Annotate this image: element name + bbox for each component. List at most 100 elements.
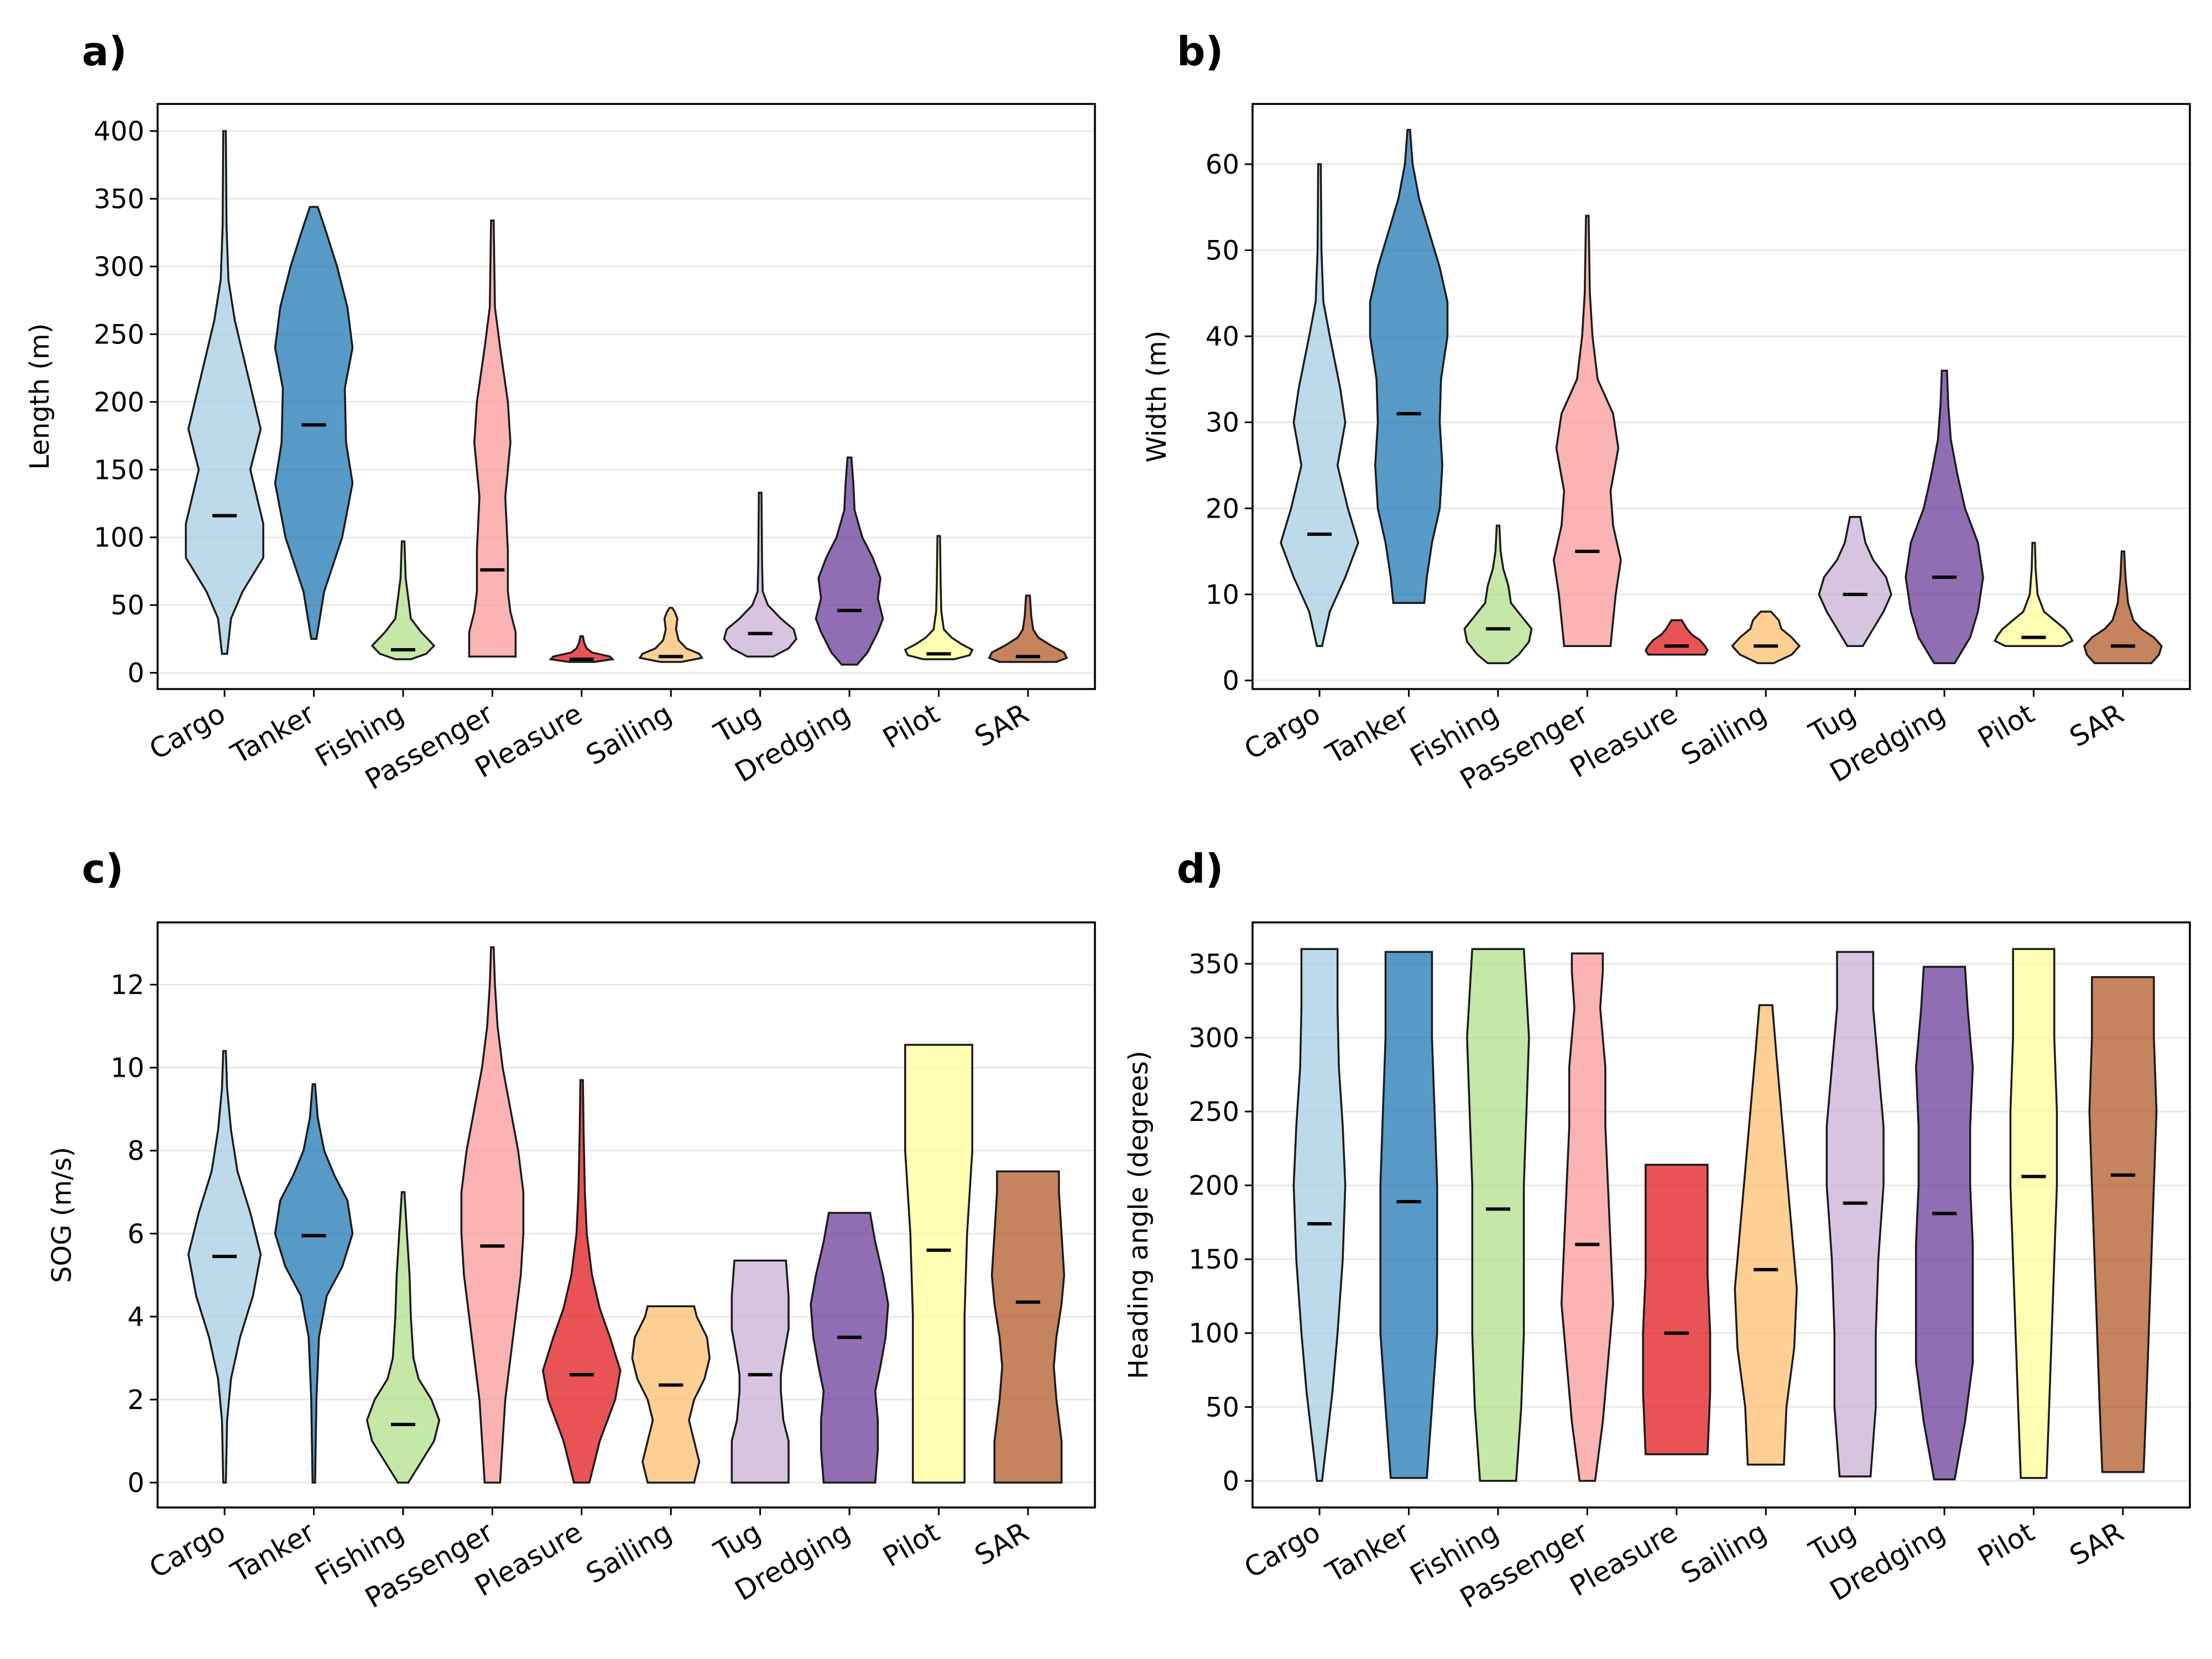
y-tick-label: 100 xyxy=(93,523,144,554)
violin-passenger xyxy=(460,946,525,1484)
violin-dredging xyxy=(1905,369,1984,665)
violin-sar xyxy=(988,594,1068,663)
y-tick-label: 250 xyxy=(93,319,144,350)
violin-tanker xyxy=(274,206,354,640)
category-label: SAR xyxy=(2064,697,2129,753)
category-label: Tug xyxy=(708,1516,766,1568)
violin-sar xyxy=(2083,550,2163,665)
violin-sar xyxy=(990,1170,1066,1484)
axes-frame xyxy=(1251,921,2191,1509)
panel-d: 050100150200250300350CargoTankerFishingP… xyxy=(1123,846,2191,1614)
violin-cargo xyxy=(1280,163,1359,647)
category-label: Sailing xyxy=(581,697,677,771)
y-axis-title: SOG (m/s) xyxy=(46,1147,77,1283)
category-label: Pilot xyxy=(878,697,945,755)
y-tick-label: 50 xyxy=(111,590,144,621)
y-tick-label: 0 xyxy=(127,658,144,689)
y-tick-label: 150 xyxy=(93,455,144,486)
violin-tug xyxy=(1818,516,1892,647)
panel-b: 0102030405060CargoTankerFishingPassenger… xyxy=(1141,28,2191,796)
violin-cargo xyxy=(187,1050,262,1484)
violin-fishing xyxy=(1466,948,1530,1482)
category-label: Tug xyxy=(708,697,766,749)
y-tick-label: 200 xyxy=(1188,1171,1239,1202)
category-label: Tug xyxy=(1803,1516,1861,1568)
panel-label: b) xyxy=(1177,28,1223,75)
y-tick-label: 50 xyxy=(1206,1392,1239,1423)
violin-pleasure xyxy=(1642,1164,1712,1455)
y-axis-title: Heading angle (degrees) xyxy=(1123,1051,1154,1379)
violin-dredging xyxy=(1914,966,1974,1480)
violin-fishing xyxy=(366,1191,441,1484)
violin-sailing xyxy=(638,607,704,663)
category-label: SAR xyxy=(969,1516,1034,1572)
y-tick-label: 350 xyxy=(1188,949,1239,980)
violin-pleasure xyxy=(1644,619,1709,656)
axes-frame xyxy=(156,103,1096,690)
category-label: Tanker xyxy=(1320,697,1415,770)
violin-sar xyxy=(2088,976,2158,1473)
panel-label: a) xyxy=(82,28,127,75)
violin-tanker xyxy=(1369,128,1449,604)
violin-sailing xyxy=(1734,1004,1798,1466)
category-label: Cargo xyxy=(144,697,231,766)
category-label: Pilot xyxy=(1973,1516,2040,1573)
y-tick-label: 30 xyxy=(1206,408,1239,439)
y-tick-label: 300 xyxy=(93,252,144,283)
category-label: Sailing xyxy=(1676,697,1772,771)
category-label: Tanker xyxy=(225,697,320,770)
violin-dredging xyxy=(815,456,884,666)
panel-c: 024681012CargoTankerFishingPassengerPlea… xyxy=(46,846,1096,1614)
violin-tug xyxy=(723,492,797,658)
y-tick-label: 10 xyxy=(111,1053,144,1084)
violin-passenger xyxy=(468,219,517,658)
violin-sailing xyxy=(1731,611,1801,665)
violin-cargo xyxy=(185,130,264,655)
axes-frame xyxy=(156,921,1096,1509)
category-label: SAR xyxy=(2064,1516,2129,1572)
violin-pleasure xyxy=(542,1079,622,1484)
category-label: Cargo xyxy=(1239,697,1326,766)
y-tick-label: 0 xyxy=(127,1468,144,1499)
y-tick-label: 50 xyxy=(1206,236,1239,267)
y-tick-label: 4 xyxy=(127,1302,144,1333)
category-label: Sailing xyxy=(581,1516,677,1590)
violin-dredging xyxy=(810,1212,889,1484)
violin-tug xyxy=(1825,951,1885,1478)
y-axis-title: Length (m) xyxy=(24,323,55,469)
y-tick-label: 6 xyxy=(127,1219,144,1250)
axes-frame xyxy=(1251,103,2191,690)
y-tick-label: 300 xyxy=(1188,1022,1239,1053)
y-tick-label: 60 xyxy=(1206,149,1239,180)
panel-a: 050100150200250300350400CargoTankerFishi… xyxy=(24,28,1096,796)
category-label: Cargo xyxy=(1239,1516,1326,1584)
y-axis-title: Width (m) xyxy=(1141,331,1172,463)
violin-pilot xyxy=(2009,948,2058,1479)
violin-passenger xyxy=(1552,215,1622,647)
panel-label: d) xyxy=(1177,846,1223,892)
y-tick-label: 350 xyxy=(93,184,144,215)
category-label: Sailing xyxy=(1676,1516,1772,1590)
y-tick-label: 0 xyxy=(1222,665,1239,696)
category-label: Tanker xyxy=(1320,1516,1415,1589)
y-tick-label: 12 xyxy=(111,970,144,1001)
y-tick-label: 200 xyxy=(93,387,144,418)
y-tick-label: 250 xyxy=(1188,1097,1239,1128)
violin-pilot xyxy=(1994,541,2074,647)
violin-tanker xyxy=(274,1083,354,1484)
category-label: Pilot xyxy=(878,1516,945,1573)
category-label: Tug xyxy=(1803,697,1861,749)
category-label: SAR xyxy=(969,697,1034,753)
violin-fishing xyxy=(371,540,436,660)
category-label: Tanker xyxy=(225,1516,320,1589)
panel-label: c) xyxy=(82,846,124,892)
violin-pilot xyxy=(904,1044,973,1484)
category-label: Cargo xyxy=(144,1516,231,1584)
violin-pleasure xyxy=(549,635,615,663)
violin-cargo xyxy=(1292,948,1347,1482)
violin-tanker xyxy=(1379,951,1438,1479)
y-tick-label: 150 xyxy=(1188,1244,1239,1275)
y-tick-label: 400 xyxy=(93,116,144,147)
violin-tug xyxy=(731,1259,790,1484)
